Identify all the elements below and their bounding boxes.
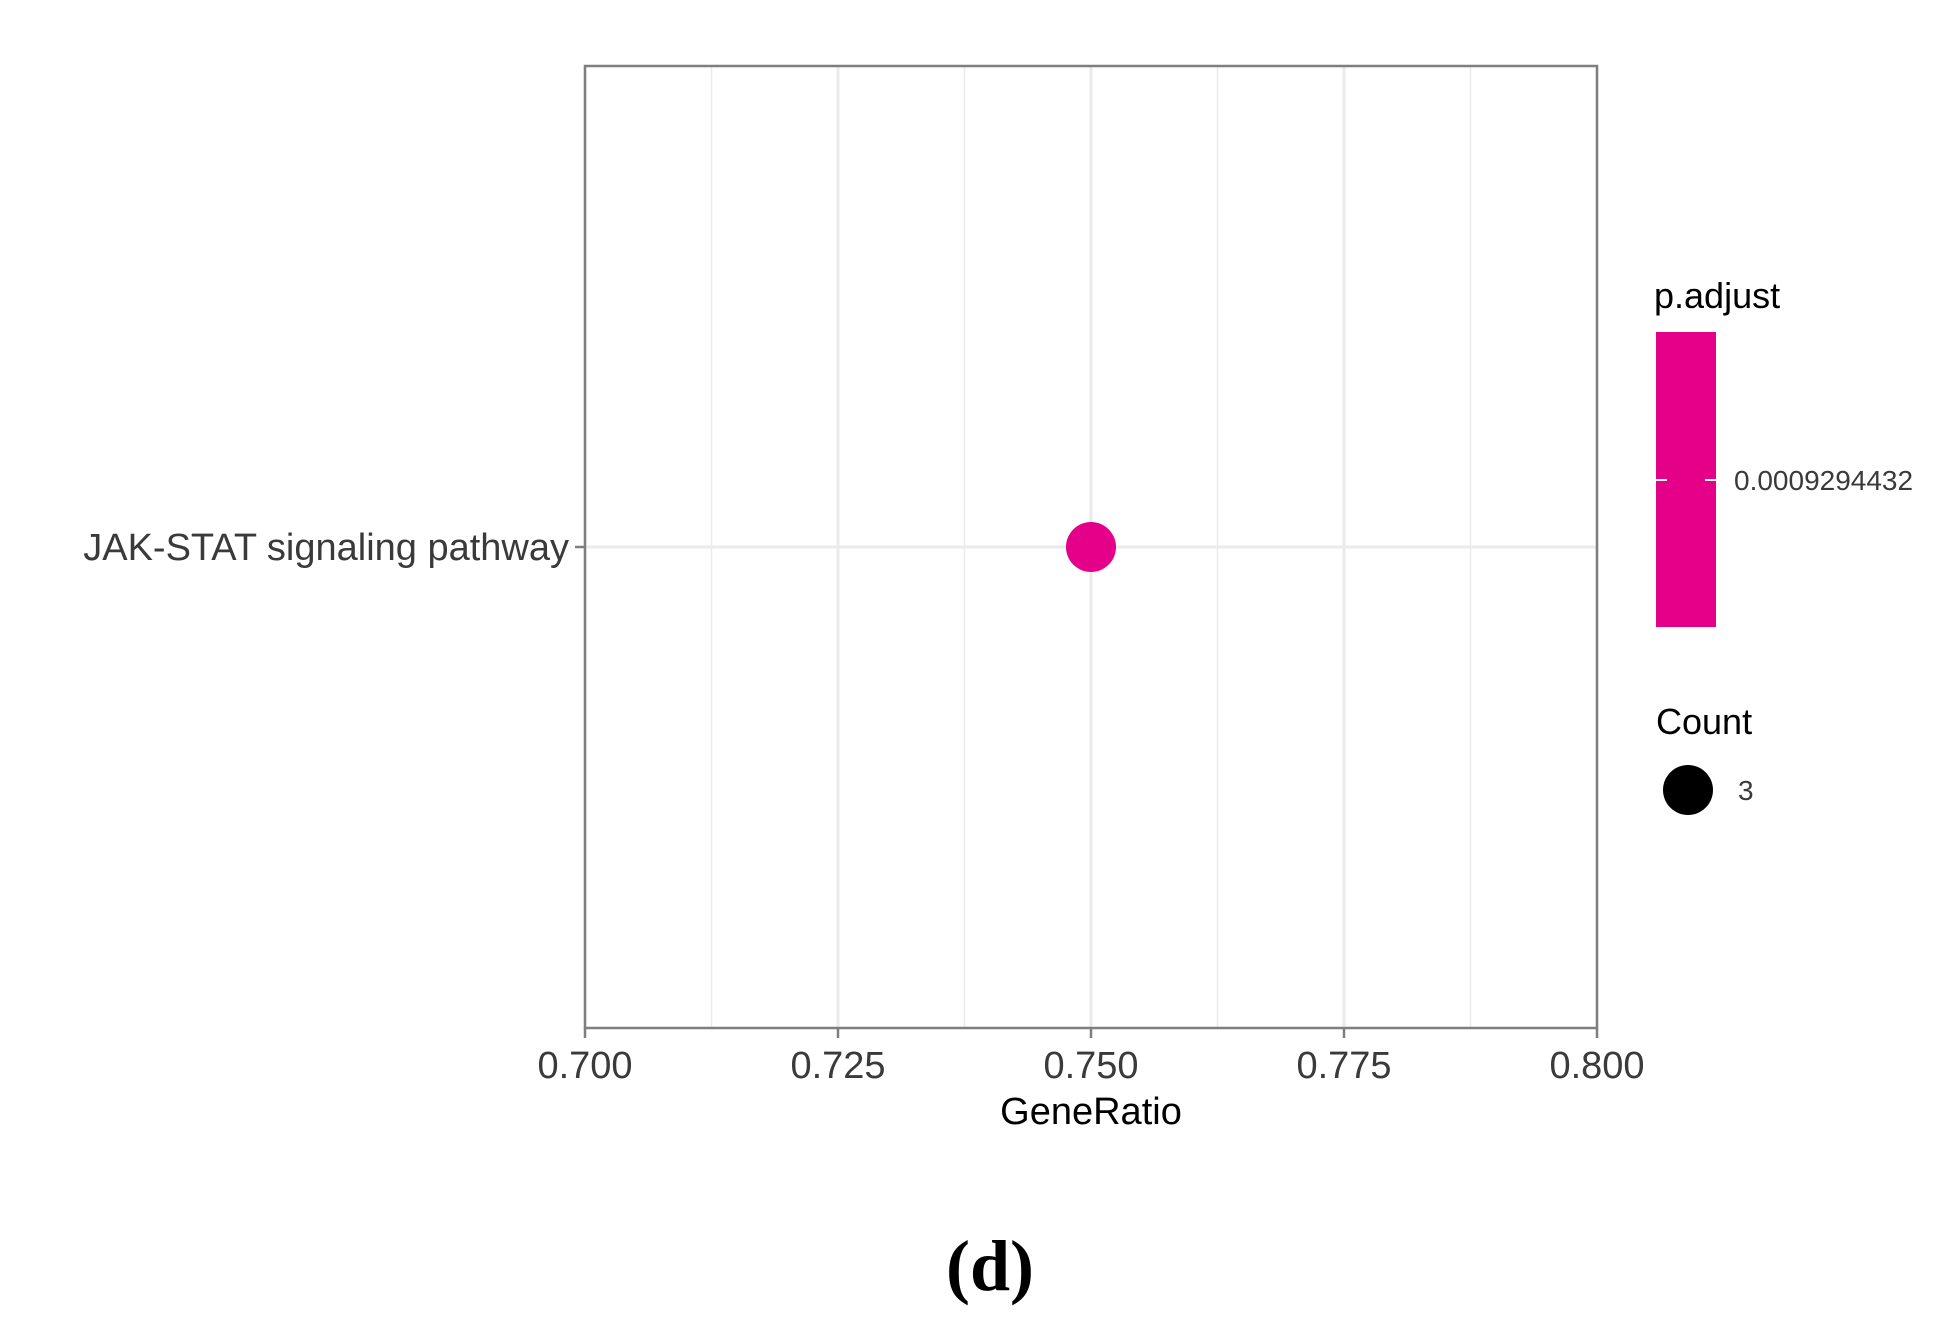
data-points (1066, 522, 1116, 572)
legend-color-label: 0.0009294432 (1734, 465, 1913, 496)
x-axis: 0.700 0.725 0.750 0.775 0.800 (537, 1028, 1645, 1087)
x-tick-label: 0.700 (537, 1045, 632, 1087)
legend-color: p.adjust 0.0009294432 (1654, 275, 1913, 627)
x-tick-label: 0.775 (1296, 1045, 1391, 1087)
panel-label: (d) (946, 1226, 1034, 1306)
plot-border (583, 64, 1599, 1030)
y-tick-label: JAK-STAT signaling pathway (83, 527, 569, 569)
data-point (1066, 522, 1116, 572)
x-tick-label: 0.750 (1043, 1045, 1138, 1087)
legend-size-label: 3 (1738, 775, 1754, 806)
x-tick-label: 0.800 (1549, 1045, 1644, 1087)
legend-size: Count 3 (1656, 701, 1754, 815)
legend-color-title: p.adjust (1654, 275, 1780, 316)
legend-size-title: Count (1656, 701, 1752, 742)
y-axis: JAK-STAT signaling pathway (83, 527, 585, 569)
x-axis-title: GeneRatio (1000, 1091, 1182, 1133)
x-tick-label: 0.725 (790, 1045, 885, 1087)
legend-size-key (1663, 765, 1713, 815)
